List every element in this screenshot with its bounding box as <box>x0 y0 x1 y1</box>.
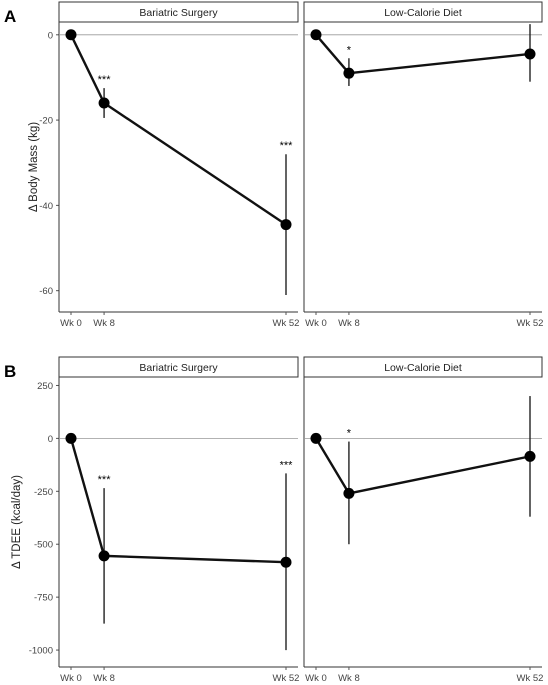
panel-b-facet-2-x-tick-label: Wk 8 <box>338 673 360 684</box>
panel-b-facet-1: Bariatric Surgery Wk 0 Wk 8 Wk 52 *** *** <box>58 356 300 684</box>
panel-a-facet-1-significance-label: *** <box>280 140 294 152</box>
panel-b-facet-2-x-tick-label: Wk 0 <box>305 673 327 684</box>
panel-b-facet-1-significance-label: *** <box>98 474 112 486</box>
panel-b-facet-1-significance-label: *** <box>280 459 294 471</box>
panel-b-letter: B <box>4 362 16 381</box>
panel-b-facet-1-strip-title: Bariatric Surgery <box>139 362 218 374</box>
panel-b-facet-2-strip <box>303 356 543 378</box>
panel-b-facet-1-data-point <box>280 556 292 568</box>
panel-b-y-tick-label: -500 <box>34 540 53 551</box>
panel-a-facet-2: Low-Calorie Diet Wk 0 Wk 8 Wk 52 * <box>303 1 544 329</box>
panel-b-y-axis-title: Δ TDEE (kcal/day) <box>11 475 23 569</box>
panel-b-facet-2-data-point <box>310 432 322 444</box>
panel-a-y-tick-label: -40 <box>39 201 53 212</box>
panel-a-facet-2-data-point <box>310 29 322 41</box>
panel-a-facet-1-data-point <box>65 29 77 41</box>
panel-b-facet-1-strip <box>58 356 299 378</box>
panel-b-y-tick-label: 250 <box>37 381 53 392</box>
panel-a-facet-1-strip-title: Bariatric Surgery <box>139 7 218 19</box>
panel-a: A Δ Body Mass (kg) 0 -20 -40 -60 Bariatric Sur… <box>4 1 544 329</box>
panel-a-facet-2-strip <box>303 1 543 23</box>
panel-b-facet-2-data-point <box>524 450 536 462</box>
panel-b-facet-2-data-point <box>343 487 355 499</box>
panel-a-y-tick-label: -20 <box>39 116 53 127</box>
panel-a-facet-2-strip-title: Low-Calorie Diet <box>384 7 462 19</box>
panel-b-facet-1-x-tick-label: Wk 52 <box>273 673 300 684</box>
panel-a-facet-1-significance-label: *** <box>98 74 112 86</box>
panel-a-y-tick-label: -60 <box>39 286 53 297</box>
panel-b-facet-1-x-tick-label: Wk 8 <box>93 673 115 684</box>
panel-b-facet-2-series-line <box>314 437 531 495</box>
panel-a-y-tick-label: 0 <box>48 30 53 41</box>
panel-b-facet-1-x-tick-label: Wk 0 <box>60 673 82 684</box>
panel-b-facet-2-strip-title: Low-Calorie Diet <box>384 362 462 374</box>
panel-a-facet-2-x-tick-label: Wk 0 <box>305 318 327 329</box>
panel-b-y-tick-label: -750 <box>34 593 53 604</box>
panel-a-facet-2-x-tick-label: Wk 8 <box>338 318 360 329</box>
panel-b-facet-1-series-line <box>69 438 287 564</box>
panel-a-facet-1-x-tick-label: Wk 52 <box>273 318 300 329</box>
panel-b-facet-2: Low-Calorie Diet Wk 0 Wk 8 Wk 52 * <box>303 356 544 684</box>
panel-b-facet-1-data-point <box>65 432 77 444</box>
panel-a-facet-2-data-point <box>343 67 355 79</box>
panel-a-facet-1-data-point <box>98 97 110 109</box>
panel-a-facet-1: Bariatric Surgery Wk 0 Wk 8 Wk 52 *** *** <box>58 1 300 329</box>
panel-b-facet-1-data-point <box>98 550 110 562</box>
panel-a-facet-1-x-tick-label: Wk 8 <box>93 318 115 329</box>
panel-a-facet-1-x-tick-label: Wk 0 <box>60 318 82 329</box>
panel-a-letter: A <box>4 7 16 26</box>
panel-b: B Δ TDEE (kcal/day) 250 0 -250 -500 -750 -1000 B… <box>4 356 544 684</box>
panel-b-y-tick-label: 0 <box>48 434 53 445</box>
panel-a-facet-1-series-line <box>69 34 287 226</box>
panel-b-facet-2-significance-label: * <box>347 428 352 440</box>
panel-a-y-axis-title: Δ Body Mass (kg) <box>28 122 40 212</box>
panel-b-y-tick-label: -250 <box>34 487 53 498</box>
panel-a-facet-2-significance-label: * <box>347 44 352 56</box>
panel-a-facet-1-strip <box>58 1 299 23</box>
panel-b-facet-2-x-tick-label: Wk 52 <box>517 673 544 684</box>
panel-a-facet-2-data-point <box>524 48 536 60</box>
panel-b-y-tick-label: -1000 <box>29 646 53 657</box>
panel-a-facet-2-x-tick-label: Wk 52 <box>517 318 544 329</box>
panel-a-facet-1-data-point <box>280 219 292 231</box>
